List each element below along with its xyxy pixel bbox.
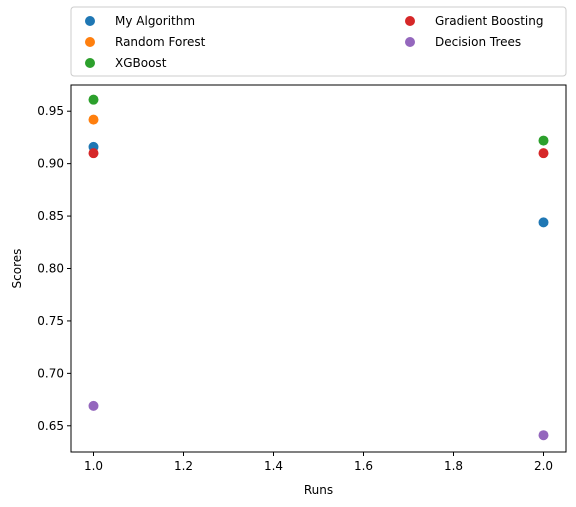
y-tick-label: 0.90 — [37, 157, 64, 171]
x-tick-label: 1.2 — [174, 459, 193, 473]
y-tick-label: 0.85 — [37, 209, 64, 223]
data-point — [539, 430, 549, 440]
legend-marker — [85, 16, 95, 26]
data-point — [539, 148, 549, 158]
x-tick-label: 1.8 — [444, 459, 463, 473]
y-tick-label: 0.95 — [37, 104, 64, 118]
y-tick-label: 0.75 — [37, 314, 64, 328]
legend-marker — [85, 37, 95, 47]
legend-label: My Algorithm — [115, 14, 195, 28]
y-tick-label: 0.70 — [37, 366, 64, 380]
legend: My Algorithm Random Forest XGBoost Gradient… — [71, 7, 566, 76]
data-point — [539, 217, 549, 227]
x-axis-label: Runs — [304, 483, 333, 497]
data-point — [89, 401, 99, 411]
legend-marker — [85, 58, 95, 68]
data-point — [89, 115, 99, 125]
x-tick-label: 2.0 — [534, 459, 553, 473]
data-point — [89, 95, 99, 105]
y-tick-label: 0.80 — [37, 262, 64, 276]
x-tick-label: 1.4 — [264, 459, 283, 473]
legend-label: Decision Trees — [435, 35, 521, 49]
x-tick-label: 1.6 — [354, 459, 373, 473]
legend-marker — [405, 16, 415, 26]
y-tick-label: 0.65 — [37, 419, 64, 433]
legend-label: Gradient Boosting — [435, 14, 543, 28]
y-axis-label: Scores — [10, 249, 24, 289]
data-point — [539, 136, 549, 146]
legend-marker — [405, 37, 415, 47]
legend-label: Random Forest — [115, 35, 206, 49]
legend-label: XGBoost — [115, 56, 167, 70]
x-tick-label: 1.0 — [84, 459, 103, 473]
data-point — [89, 148, 99, 158]
